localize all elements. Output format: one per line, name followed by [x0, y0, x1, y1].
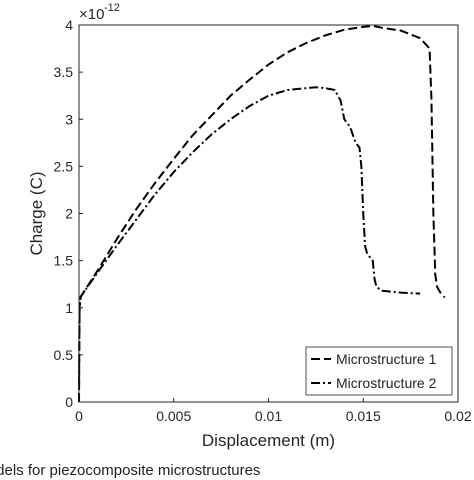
series-line-microstructure-1 [78, 24, 446, 403]
x-tick-label: 0.01 [255, 408, 282, 424]
plot-area-background [79, 25, 458, 402]
x-axis-label: Displacement (m) [202, 431, 335, 450]
y-tick-label: 3 [65, 111, 73, 127]
legend: Microstructure 1 Microstructure 2 [305, 346, 453, 396]
x-tick-label: 0.015 [346, 408, 381, 424]
x-tick-label: 0 [75, 408, 83, 424]
y-tick-label: 2.5 [54, 158, 74, 174]
y-exponent-power: -12 [104, 2, 120, 14]
y-tick-label: 0.5 [54, 347, 74, 363]
y-tick-label: 1 [65, 300, 73, 316]
legend-label-microstructure-1: Microstructure 1 [336, 351, 437, 367]
y-tick-label: 2 [65, 206, 73, 222]
x-tick-label: 0.02 [444, 408, 471, 424]
y-axis-label: Charge (C) [27, 171, 46, 255]
legend-box [305, 346, 453, 396]
y-tick-label: 0 [65, 394, 73, 410]
y-exponent-base: ×10 [79, 6, 104, 23]
y-tick-label: 1.5 [54, 253, 74, 269]
y-tick-label: 3.5 [54, 64, 74, 80]
axis-ticks: 0 0.005 0.01 0.015 0.02 0 0.5 1 1.5 2 2.5 3 3.5 4 [54, 17, 472, 424]
plot-marks [78, 24, 446, 403]
legend-label-microstructure-2: Microstructure 2 [336, 375, 437, 391]
x-tick-label: 0.005 [156, 408, 191, 424]
figure-caption: ıdels for piezocomposite microstructures [0, 462, 261, 479]
series-line-microstructure-2 [78, 86, 421, 403]
y-tick-label: 4 [65, 17, 73, 33]
